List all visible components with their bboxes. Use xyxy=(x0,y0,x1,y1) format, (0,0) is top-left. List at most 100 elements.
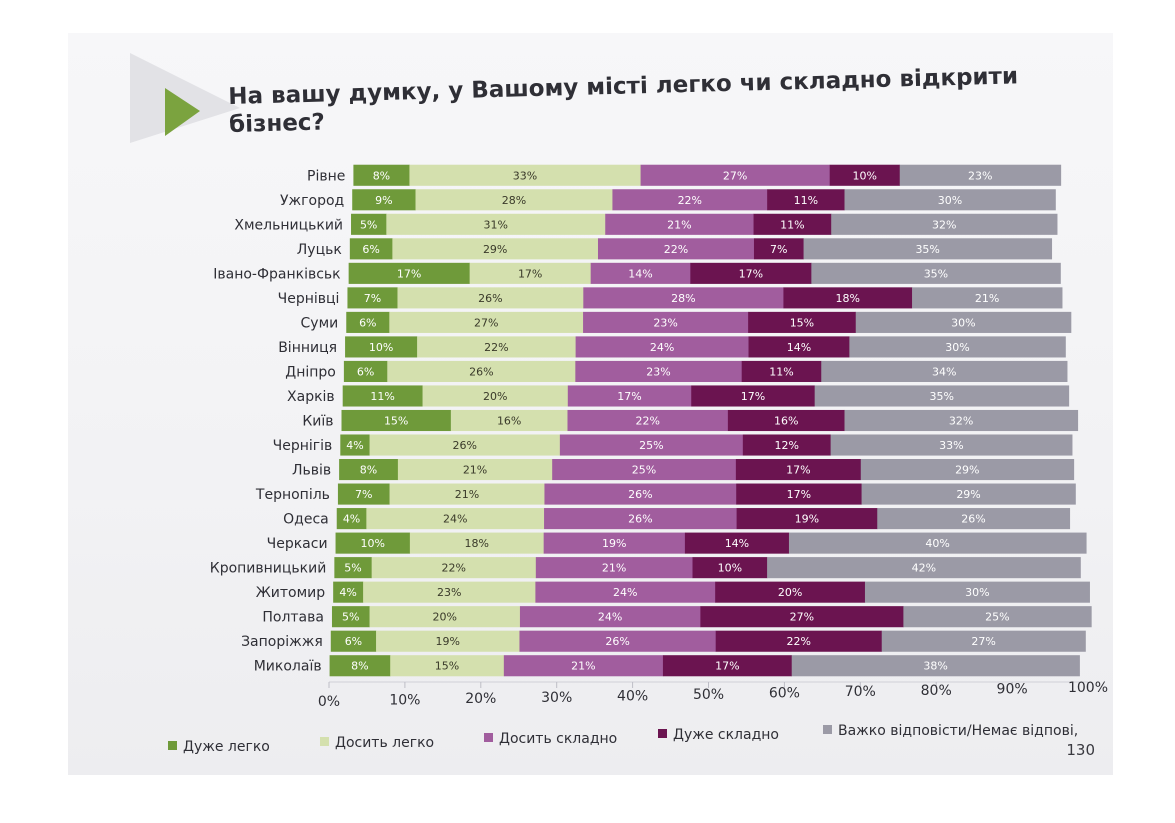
category-label: Хмельницький xyxy=(234,217,343,233)
legend-swatch xyxy=(168,741,177,750)
bar-segment xyxy=(831,213,1058,235)
bar-segment xyxy=(450,409,568,432)
bar-segment xyxy=(715,581,866,603)
category-label: Чернігів xyxy=(273,438,333,454)
data-label: 7% xyxy=(770,243,787,256)
data-label: 19% xyxy=(602,537,626,550)
data-label: 22% xyxy=(484,341,508,354)
data-label: 14% xyxy=(725,537,749,550)
bar-segment xyxy=(640,164,830,186)
legend-swatch xyxy=(823,725,832,734)
data-label: 25% xyxy=(632,464,656,477)
bar-segment xyxy=(351,213,387,235)
bar-segment xyxy=(369,606,521,628)
bar-segment xyxy=(535,581,716,603)
data-label: 26% xyxy=(469,365,493,378)
data-label: 22% xyxy=(442,562,466,575)
bar-segment xyxy=(690,262,812,284)
data-label: 21% xyxy=(975,292,999,305)
category-label: Кропивницький xyxy=(210,561,327,577)
category-label: Ужгород xyxy=(280,193,344,209)
data-label: 23% xyxy=(437,586,461,599)
legend: Дуже легко Досить легко Досить складно Дуже… xyxy=(168,723,1113,763)
bar-segment xyxy=(830,434,1073,456)
data-label: 23% xyxy=(653,316,677,329)
bar-segment xyxy=(389,483,545,505)
bar-segment xyxy=(559,434,744,456)
bar-segment xyxy=(422,385,569,407)
bar-segment xyxy=(877,508,1071,530)
bar-segment xyxy=(767,189,845,211)
category-label: Черкаси xyxy=(267,536,328,552)
data-label: 27% xyxy=(971,635,995,648)
bar-segment xyxy=(715,630,883,652)
bar-segment xyxy=(844,409,1079,432)
x-tick-label: 70% xyxy=(845,684,876,700)
x-tick-label: 90% xyxy=(997,681,1028,697)
data-label: 21% xyxy=(602,562,626,575)
bar-segment xyxy=(417,336,576,358)
data-label: 30% xyxy=(938,194,962,207)
bar-segment xyxy=(881,630,1086,652)
data-label: 15% xyxy=(790,316,814,329)
bar-segment xyxy=(335,532,411,554)
category-labels: Рівне Ужгород Хмельницький Луцьк Івано-Франк… xyxy=(210,168,346,674)
bar-segment xyxy=(736,483,862,505)
category-label: Івано-Франківськ xyxy=(213,266,340,282)
legend-item: Дуже легко xyxy=(168,739,270,755)
bar-segment xyxy=(742,434,831,456)
bar-segment xyxy=(575,336,749,358)
bar-segment xyxy=(753,238,804,260)
data-label: 24% xyxy=(650,341,674,354)
data-label: 35% xyxy=(930,390,954,403)
bar-segment xyxy=(519,606,701,628)
category-label: Чернівці xyxy=(278,291,340,307)
legend-swatch xyxy=(658,729,667,738)
bar-segment xyxy=(567,409,729,432)
data-label: 22% xyxy=(664,243,688,256)
data-label: 24% xyxy=(598,611,622,624)
data-label: 29% xyxy=(956,488,980,501)
bar-segment xyxy=(700,606,904,628)
data-label: 10% xyxy=(369,341,393,354)
bar-segment xyxy=(788,532,1087,554)
data-label: 30% xyxy=(951,316,975,329)
data-label: 28% xyxy=(671,292,695,305)
bar-segment xyxy=(811,262,1061,284)
category-label: Рівне xyxy=(307,168,345,184)
data-label: 5% xyxy=(344,562,361,575)
chart-canvas: 8% 33% 27% 10% 23% 9% 28% 22% 11% 30% 5% 31% 21% 11% 3… xyxy=(130,53,1108,710)
bar-segment xyxy=(331,606,370,628)
bar-segment xyxy=(864,581,1090,603)
x-axis: 0% 10% 20% 30% 40% 50% 60% 70% 80% 90% 100% xyxy=(318,680,1108,710)
bar-segment xyxy=(735,459,862,481)
bar-segment xyxy=(348,262,470,284)
data-label: 17% xyxy=(397,267,421,280)
bar-segment xyxy=(741,360,822,382)
x-tick-label: 0% xyxy=(318,694,340,710)
bar-segment xyxy=(353,164,410,186)
data-label: 22% xyxy=(678,194,702,207)
bar-segment xyxy=(899,164,1062,186)
bar-segment xyxy=(567,385,692,407)
data-label: 15% xyxy=(384,415,408,428)
data-label: 8% xyxy=(373,169,390,182)
bar-segment xyxy=(330,630,377,652)
data-label: 6% xyxy=(359,316,376,329)
bar-segment xyxy=(803,238,1053,260)
category-label: Полтава xyxy=(262,610,324,626)
x-tick-label: 10% xyxy=(389,693,420,709)
bar-segment xyxy=(389,311,584,333)
bar-segment xyxy=(791,655,1080,677)
bar-segment xyxy=(334,557,372,579)
data-label: 26% xyxy=(961,513,985,526)
data-label: 26% xyxy=(452,439,476,452)
x-tick-label: 60% xyxy=(769,686,800,702)
bar-segment xyxy=(748,336,850,358)
bar-segment xyxy=(369,434,561,456)
data-label: 17% xyxy=(741,390,765,403)
data-label: 9% xyxy=(375,194,392,207)
bar-segment xyxy=(583,311,749,333)
category-label: Одеса xyxy=(283,512,329,528)
category-label: Дніпро xyxy=(285,364,336,380)
